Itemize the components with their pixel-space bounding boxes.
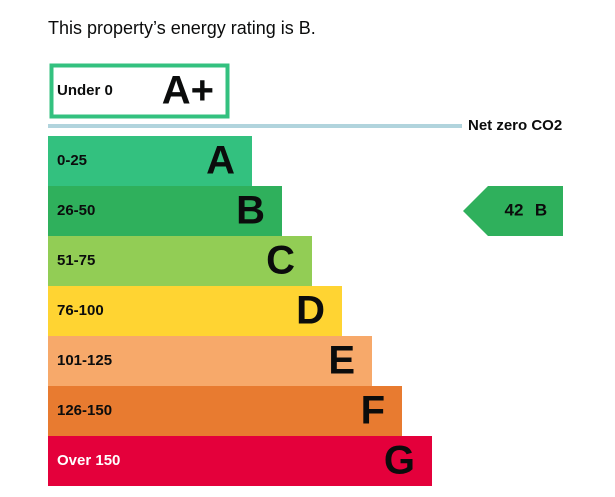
top-band-box (49, 63, 230, 119)
net-zero-label: Net zero CO2 (468, 117, 562, 134)
band-letter: F (361, 389, 385, 433)
band-range: 76-100 (57, 302, 104, 319)
band-letter: B (236, 189, 265, 233)
band-range: Over 150 (57, 452, 120, 469)
band-letter: D (296, 289, 325, 333)
band-range: 0-25 (57, 152, 87, 169)
band-range: 26-50 (57, 202, 95, 219)
current-rating-value: 42 (505, 200, 524, 219)
band-bar (48, 336, 372, 386)
band-range: 51-75 (57, 252, 95, 269)
band-bar (48, 186, 282, 236)
band-range: 101-125 (57, 352, 112, 369)
current-rating-letter: B (535, 200, 547, 219)
band-letter: C (266, 239, 295, 283)
top-band-range: Under 0 (57, 82, 113, 99)
intro-text: This property’s energy rating is B. (48, 18, 316, 38)
current-rating-arrow (463, 186, 563, 236)
band-range: 126-150 (57, 402, 112, 419)
band-bar (48, 286, 342, 336)
band-bar (48, 136, 252, 186)
band-letter: G (384, 439, 415, 483)
band-bar (48, 436, 432, 486)
band-letter: E (328, 339, 355, 383)
band-letter: A (206, 139, 235, 183)
band-bar (48, 236, 312, 286)
top-band-letter: A+ (162, 69, 214, 113)
band-bar (48, 386, 402, 436)
